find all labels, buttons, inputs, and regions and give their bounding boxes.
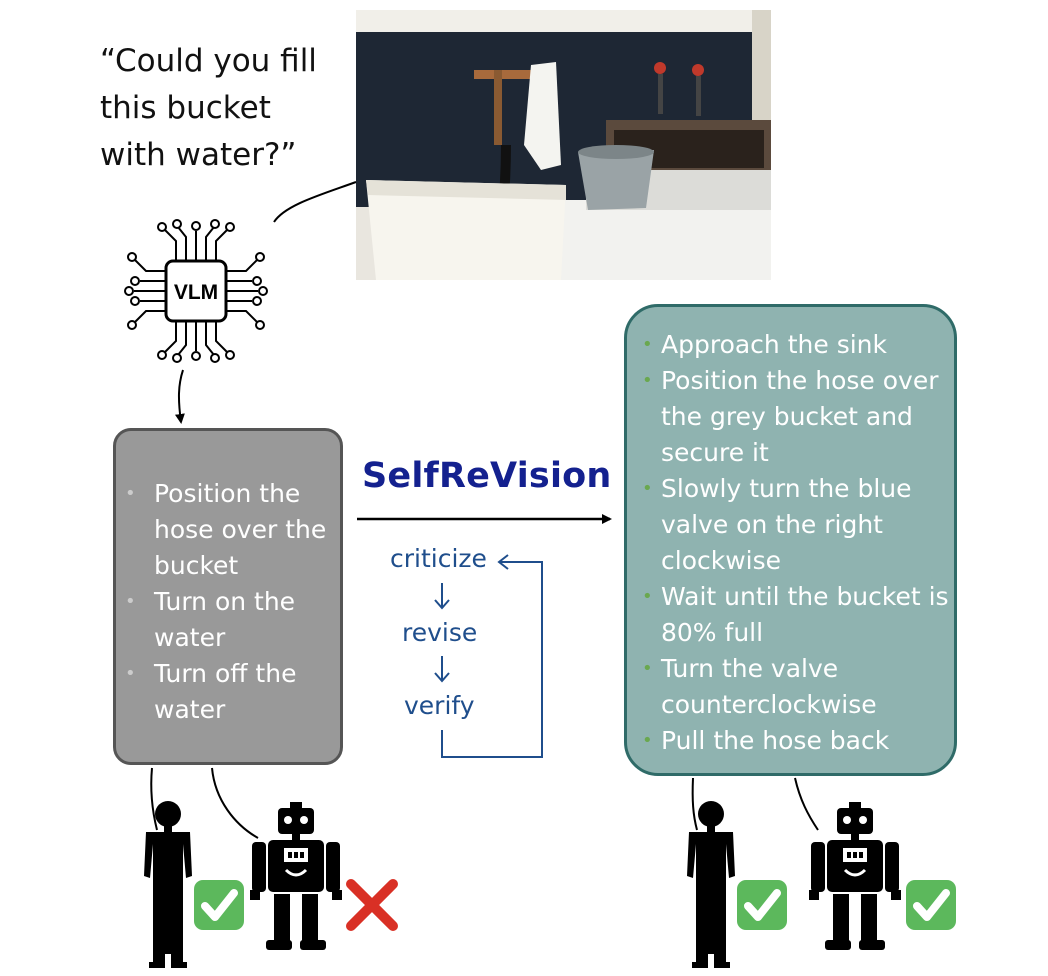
revised-plan-item: Wait until the bucket is 80% full <box>642 579 953 651</box>
method-title: SelfReVision <box>362 456 612 496</box>
initial-plan-item: Turn on the water <box>125 584 339 656</box>
robot-link-line <box>794 777 819 831</box>
human-link-line <box>691 777 698 831</box>
revised-plan-item: Approach the sink <box>642 327 953 363</box>
prompt-line: with water?” <box>100 137 297 173</box>
initial-plan-item: Turn off the water <box>125 656 339 728</box>
prompt-line: “Could you fill <box>100 43 317 79</box>
robot-icon <box>248 800 344 952</box>
step-verify: verify <box>404 691 475 720</box>
initial-plan-list: Position the hose over the bucket Turn o… <box>125 476 339 728</box>
revision-loop <box>434 554 543 758</box>
human-icon <box>687 801 735 968</box>
revised-plan-item: Pull the hose back <box>642 723 953 759</box>
robot-link-line <box>211 767 259 839</box>
vlm-chip-icon: VLM <box>124 219 268 363</box>
photo-connector <box>273 181 357 223</box>
step-revise: revise <box>402 618 478 647</box>
check-mark-icon <box>906 880 956 930</box>
user-prompt: “Could you fill this bucket with water?” <box>100 38 360 179</box>
revised-plan-item: Position the hose over the grey bucket a… <box>642 363 953 471</box>
human-icon <box>144 801 192 968</box>
laundry-room-photo <box>356 10 771 280</box>
revised-plan-item: Turn the valve counterclockwise <box>642 651 953 723</box>
revised-plan-list: Approach the sink Position the hose over… <box>642 327 953 759</box>
step-criticize: criticize <box>390 544 487 573</box>
initial-plan-item: Position the hose over the bucket <box>125 476 339 584</box>
robot-icon <box>807 800 903 952</box>
down-arrow <box>174 369 185 424</box>
check-mark-icon <box>737 880 787 930</box>
check-mark-icon <box>194 880 244 930</box>
human-link-line <box>150 767 158 831</box>
vlm-label: VLM <box>174 281 218 304</box>
revised-plan-box: Approach the sink Position the hose over… <box>624 304 957 776</box>
cross-mark-icon <box>351 884 393 926</box>
revised-plan-item: Slowly turn the blue valve on the right … <box>642 471 953 579</box>
prompt-line: this bucket <box>100 90 271 126</box>
initial-plan-box: Position the hose over the bucket Turn o… <box>113 428 343 765</box>
